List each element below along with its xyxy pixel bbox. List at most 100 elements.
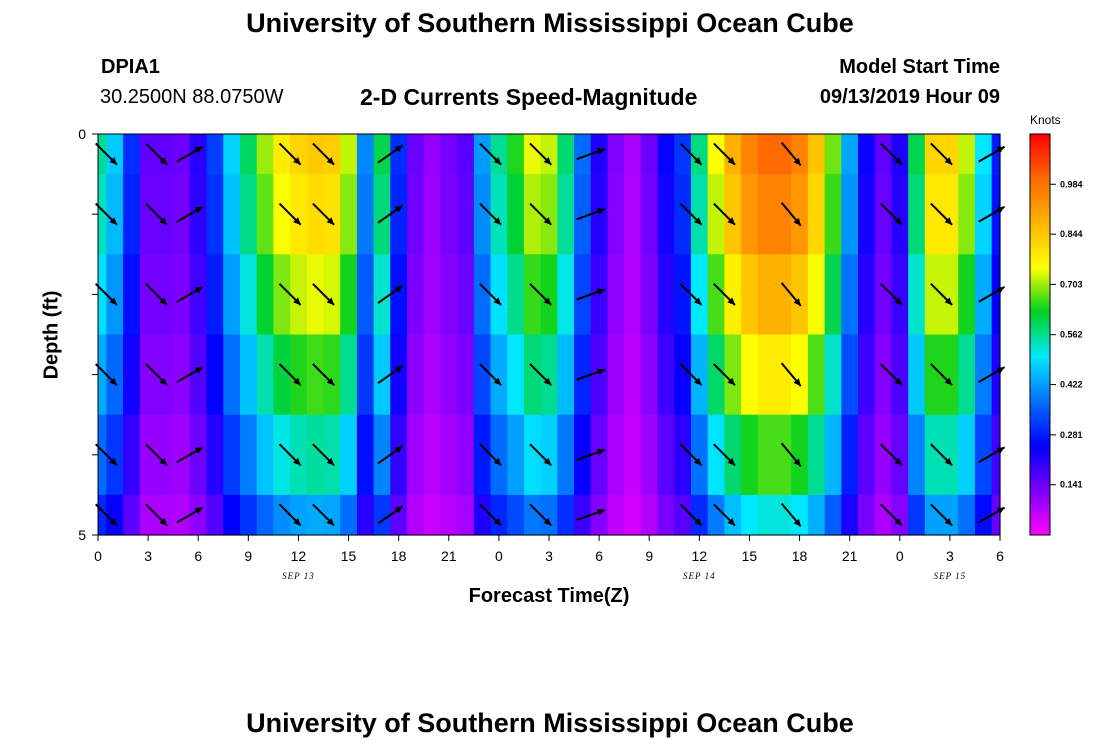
heatmap-cell [674,414,692,496]
heatmap-cell [774,174,792,255]
heatmap-cell [507,494,525,536]
heatmap-cell [223,174,241,255]
heatmap-cell [774,254,792,336]
current-vector [278,503,302,527]
current-vector [713,503,736,527]
heatmap-cell [98,334,107,416]
heatmap-cell [540,334,558,416]
vector-head [194,367,203,374]
heatmap-cell [574,414,592,496]
date-label: SEP 13 [282,571,315,581]
heatmap-cell [674,134,692,175]
heatmap-cell [824,494,842,536]
heatmap-cell [206,134,224,175]
vector-head [394,205,403,213]
heatmap-cell [356,334,375,416]
heatmap-cell [858,334,876,416]
heatmap-cell [123,254,141,336]
heatmap-cell [707,334,725,416]
heatmap-cell [724,134,742,175]
vector-head [293,297,301,305]
heatmap-cell [356,174,375,255]
current-vector [377,505,404,525]
heatmap-cell [407,494,425,536]
current-vector [377,365,404,385]
heatmap-cell [707,174,725,255]
heatmap-cell [440,134,458,175]
heatmap-cell [156,174,174,255]
vector-head [326,457,335,466]
heatmap-cell [841,414,859,496]
heatmap-cell [574,494,592,536]
heatmap-cell [757,134,776,175]
heatmap-cell [640,494,659,536]
vector-head [293,518,301,526]
y-tick-label: 0 [78,126,86,142]
heatmap-cell [657,174,675,255]
x-tick-label: 0 [94,548,102,564]
vector-head [543,157,552,165]
vector-head [596,288,605,295]
heatmap-cell [624,494,642,536]
current-vector [145,503,168,527]
vector-head [194,286,203,294]
heatmap-cell [824,134,842,175]
heatmap-cell [540,174,558,255]
heatmap-cell [423,494,442,536]
current-vector [576,368,606,381]
current-vector [930,202,953,226]
vector-head [326,217,335,225]
heatmap-cell [974,334,993,416]
y-tick-label: 5 [78,527,86,543]
heatmap-cell [557,134,575,175]
vector-head [493,297,502,305]
heatmap-cell [98,174,107,255]
heatmap-cell [473,414,492,496]
heatmap-cell [874,134,893,175]
heatmap-cell [690,134,709,175]
heatmap-cell [139,414,158,496]
heatmap-cell [373,174,391,255]
heatmap-cell [774,334,792,416]
heatmap-cell [156,254,174,336]
vector-head [394,506,403,514]
heatmap-cell [256,334,274,416]
heatmap-cell [924,334,943,416]
heatmap-cell [457,174,475,255]
current-vector [312,202,335,226]
heatmap-cell [624,174,642,255]
heatmap-cell [173,254,191,336]
heatmap-cell [306,414,325,496]
vector-head [694,518,702,526]
vector-head [493,518,502,526]
current-vector [880,283,903,306]
heatmap-cell [490,494,508,536]
heatmap-cell [457,494,475,536]
heatmap-cell [807,334,826,416]
heatmap-cell [123,334,141,416]
current-vector [713,142,736,166]
x-tick-label: 3 [946,548,954,564]
vector-head [109,377,117,386]
current-vector [679,283,703,306]
vector-head [727,217,735,225]
heatmap-cell [874,174,893,255]
heatmap-cell [173,414,191,496]
heatmap-cell [974,254,993,336]
vector-head [596,368,605,376]
heatmap-cell [941,254,959,336]
current-vector [880,503,903,527]
heatmap-cell [290,254,308,336]
current-vector [713,202,736,226]
heatmap-cell [306,494,325,536]
heatmap-cell [908,414,926,496]
heatmap-cell [891,414,909,496]
heatmap-cell [557,334,575,416]
heatmap-cell [123,174,141,255]
heatmap-cell [741,494,759,536]
heatmap-cell [490,174,508,255]
heatmap-cell [924,414,943,496]
colorbar-tick-label: 0.141 [1060,480,1083,490]
heatmap-cell [891,254,909,336]
